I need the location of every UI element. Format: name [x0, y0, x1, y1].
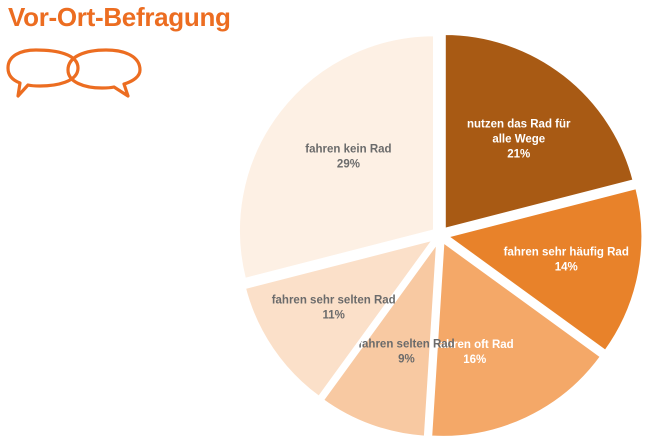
pie-slice	[320, 236, 440, 438]
page-title: Vor-Ort-Befragung	[8, 2, 231, 32]
slice-label: nutzen das Rad für alle Wege 21%	[467, 118, 571, 160]
pie-slice	[242, 236, 438, 400]
slice-label: fahren sehr selten Rad 11%	[272, 295, 396, 322]
slice-label: fahren kein Rad 29%	[305, 144, 391, 171]
pie-slice	[429, 238, 604, 438]
speech-bubbles-icon	[6, 48, 142, 98]
pie-slice	[443, 185, 645, 354]
slice-label: fahren sehr häufig Rad 14%	[504, 247, 629, 274]
pie-slice	[236, 33, 436, 282]
pie-slice	[442, 31, 636, 232]
slice-label: fahren oft Rad 16%	[436, 339, 514, 366]
slice-label: fahren selten Rad 9%	[358, 338, 455, 365]
